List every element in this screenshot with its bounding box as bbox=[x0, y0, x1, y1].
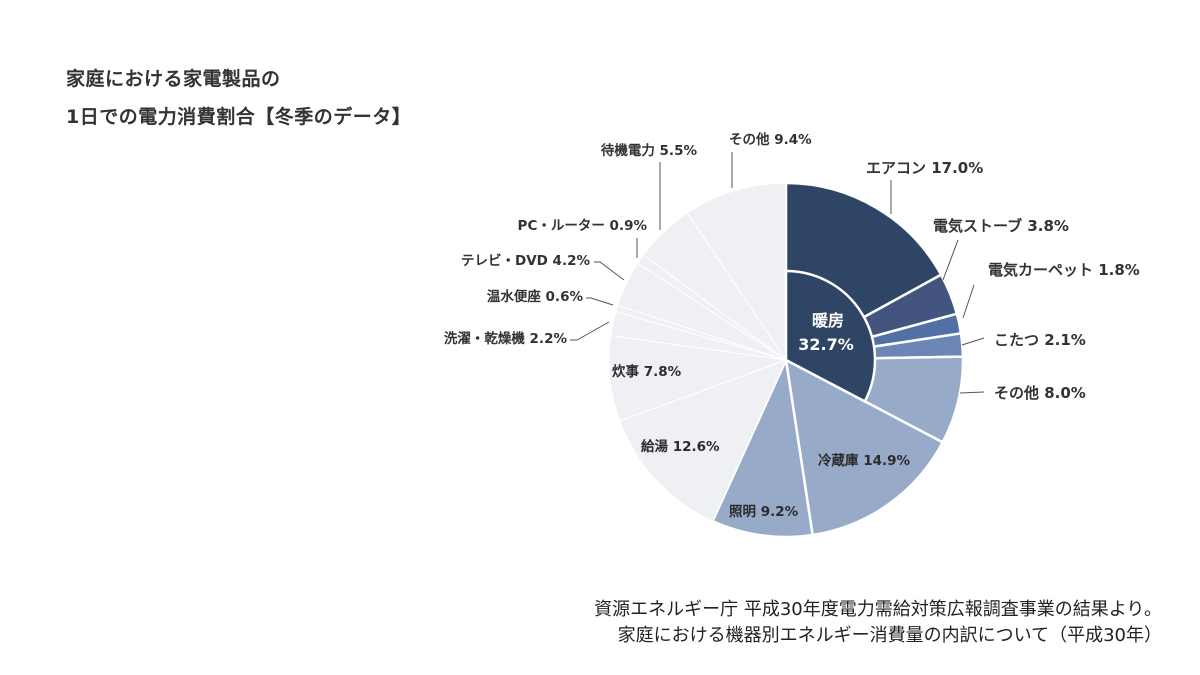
title-line-1: 家庭における家電製品の bbox=[66, 68, 281, 90]
leader-line bbox=[961, 337, 985, 346]
label-cooking: 炊事 7.8% bbox=[612, 363, 682, 380]
chart-title: 家庭における家電製品の 1日での電力消費割合【冬季のデータ】 bbox=[66, 60, 411, 136]
leader-line bbox=[570, 321, 610, 341]
leader-line bbox=[959, 391, 985, 394]
center-label-name: 暖房 bbox=[812, 311, 844, 330]
heating-center-wedge bbox=[784, 269, 877, 404]
label-refrigerator: 冷蔵庫 14.9% bbox=[818, 452, 911, 469]
leader-lines bbox=[570, 152, 985, 394]
label-lighting: 照明 9.2% bbox=[729, 504, 799, 520]
source-line-1: 資源エネルギー庁 平成30年度電力需給対策広報調査事業の結果より。 bbox=[594, 599, 1162, 620]
label-hot-water: 給湯 12.6% bbox=[641, 438, 720, 455]
heating-wedge bbox=[784, 269, 877, 404]
label-other: その他 9.4% bbox=[729, 131, 812, 148]
pie-slice bbox=[686, 182, 787, 362]
leader-line bbox=[586, 297, 614, 306]
leader-line bbox=[594, 261, 625, 281]
label-pc-router: PC・ルーター 0.9% bbox=[518, 218, 648, 234]
slice-labels: 暖房 32.7% エアコン 17.0% 電気ストーブ 3.8% 電気カーペット 1.8%… bbox=[444, 131, 1140, 520]
pie-slice bbox=[711, 355, 815, 539]
center-label-value: 32.7% bbox=[798, 335, 854, 354]
title-line-2: 1日での電力消費割合【冬季のデータ】 bbox=[66, 106, 412, 128]
label-aircon: エアコン 17.0% bbox=[866, 159, 983, 177]
label-standby-power: 待機電力 5.5% bbox=[601, 142, 698, 159]
pie-slice bbox=[784, 357, 945, 537]
label-electric-carpet: 電気カーペット 1.8% bbox=[988, 261, 1140, 279]
source-line-2: 家庭における機器別エネルギー消費量の内訳について（平成30年） bbox=[617, 625, 1162, 646]
label-laundry: 洗濯・乾燥機 2.2% bbox=[444, 330, 568, 347]
label-toilet-seat: 温水便座 0.6% bbox=[487, 288, 584, 305]
leader-line bbox=[942, 239, 959, 281]
label-heating-other: その他 8.0% bbox=[994, 384, 1086, 402]
leader-line bbox=[962, 284, 975, 319]
pie-slice bbox=[619, 359, 787, 522]
source-note: 資源エネルギー庁 平成30年度電力需給対策広報調査事業の結果より。 家庭における… bbox=[594, 597, 1162, 649]
label-kotatsu: こたつ 2.1% bbox=[994, 331, 1086, 349]
label-electric-stove: 電気ストーブ 3.8% bbox=[933, 217, 1069, 235]
label-tv-dvd: テレビ・DVD 4.2% bbox=[461, 253, 590, 269]
